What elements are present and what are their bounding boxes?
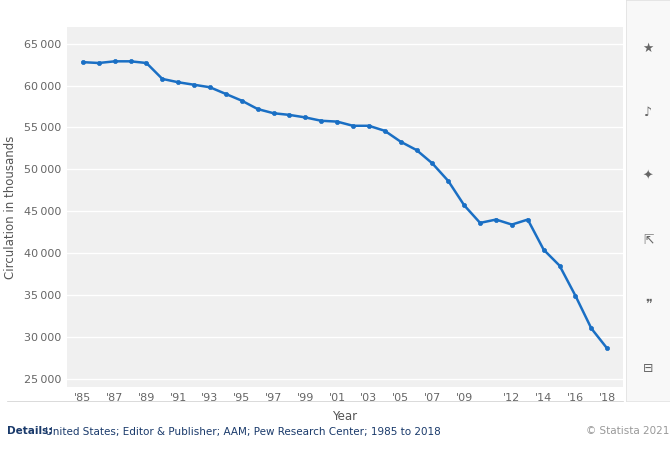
Text: ✦: ✦ — [643, 170, 653, 183]
Text: Details:: Details: — [7, 427, 52, 436]
Text: United States; Editor & Publisher; AAM; Pew Research Center; 1985 to 2018: United States; Editor & Publisher; AAM; … — [42, 427, 441, 436]
Y-axis label: Circulation in thousands: Circulation in thousands — [4, 135, 17, 279]
Text: ♪: ♪ — [645, 106, 652, 119]
Text: © Statista 2021: © Statista 2021 — [586, 427, 669, 436]
Text: ⇱: ⇱ — [643, 234, 653, 247]
X-axis label: Year: Year — [332, 410, 358, 423]
Text: ❞: ❞ — [645, 298, 652, 311]
Text: ★: ★ — [643, 41, 654, 54]
Text: ⊟: ⊟ — [643, 362, 653, 375]
